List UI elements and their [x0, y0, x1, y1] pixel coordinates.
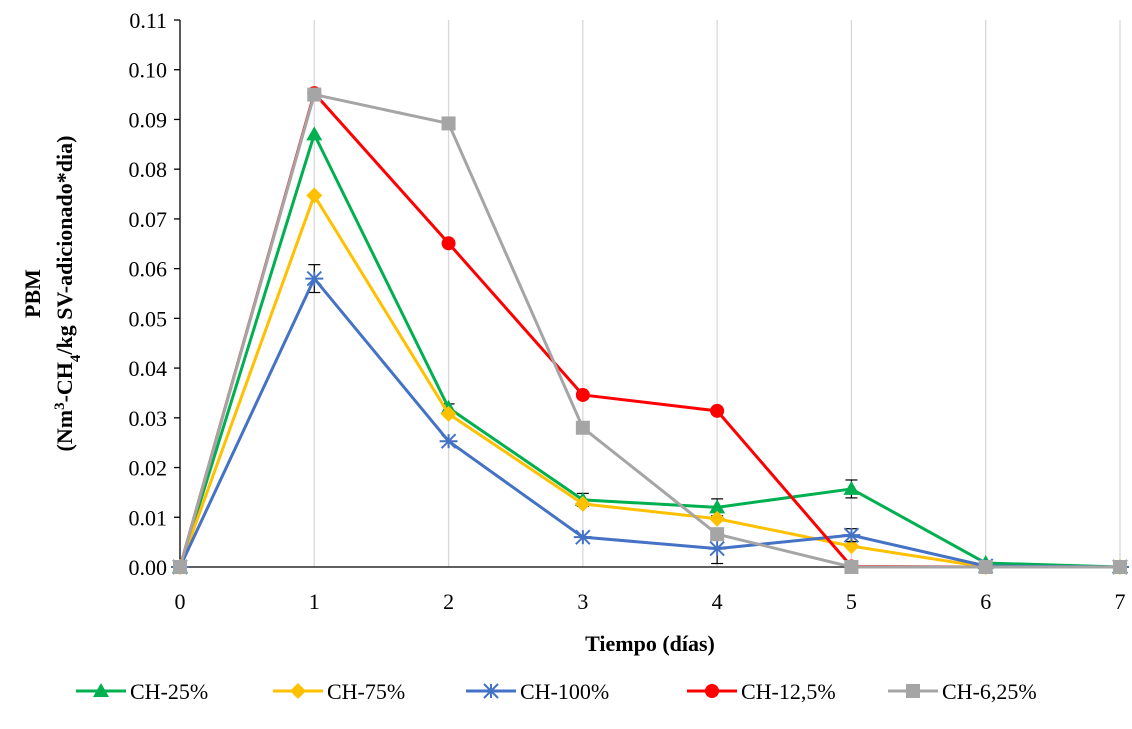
- y-axis-title-part: 4: [68, 354, 84, 362]
- legend-label: CH-6,25%: [942, 679, 1037, 704]
- y-tick-label: 0.03: [129, 406, 168, 431]
- x-tick-label: 3: [577, 589, 588, 614]
- y-tick-label: 0.01: [129, 505, 168, 530]
- y-tick-label: 0.11: [129, 8, 167, 33]
- square-marker: [844, 560, 859, 574]
- y-tick-label: 0.00: [129, 555, 168, 580]
- square-marker: [710, 527, 725, 542]
- tick-labels: 0.00 0.01 0.02 0.03 0.04 0.05 0.06 0.07 0.08 0.09…: [129, 8, 1126, 614]
- series-line: [178, 93, 1120, 569]
- y-axis-title-line1: PBM: [20, 269, 45, 318]
- square-marker: [906, 684, 920, 698]
- square-marker: [1113, 560, 1127, 574]
- circle-marker: [705, 684, 719, 698]
- star-marker: [439, 433, 458, 449]
- legend-label: CH-12,5%: [741, 679, 836, 704]
- y-axis-title-part: -CH: [52, 362, 77, 402]
- x-tick-label: 5: [846, 589, 857, 614]
- triangle-marker: [843, 480, 860, 495]
- y-tick-label: 0.10: [129, 58, 168, 83]
- y-axis-title-line2: (Nm3-CH4/kg SV-adicionado*dia): [52, 136, 84, 452]
- grid: [313, 20, 1121, 567]
- y-tick-label: 0.06: [129, 257, 168, 282]
- y-tick-label: 0.04: [129, 356, 168, 381]
- y-tick-label: 0.02: [129, 456, 168, 481]
- triangle-marker: [93, 683, 109, 697]
- y-tick-label: 0.08: [129, 157, 168, 182]
- x-tick-label: 4: [712, 589, 723, 614]
- legend-item-CH-25%: CH-25%: [76, 679, 208, 704]
- star-marker: [842, 527, 861, 543]
- circle-marker: [441, 236, 456, 251]
- square-marker: [173, 560, 187, 574]
- legend-item-CH-6,25%: CH-6,25%: [888, 679, 1037, 704]
- square-marker: [307, 87, 322, 102]
- series: [171, 86, 1129, 575]
- y-axis-title-part: /kg SV-adicionado*dia): [52, 136, 77, 356]
- diamond-marker: [306, 187, 323, 204]
- series-CH-75%: [172, 187, 1128, 575]
- legend-label: CH-25%: [130, 679, 208, 704]
- series-CH-6,25%: [173, 87, 1127, 574]
- triangle-marker: [306, 126, 323, 141]
- axes: [174, 19, 1120, 568]
- legend-item-CH-100%: CH-100%: [466, 679, 609, 704]
- series-line: [178, 194, 1120, 569]
- square-marker: [575, 420, 590, 435]
- diamond-marker: [709, 510, 726, 527]
- x-tick-label: 7: [1115, 589, 1126, 614]
- circle-marker: [575, 387, 590, 402]
- x-axis-title: Tiempo (días): [585, 631, 715, 656]
- legend-item-CH-12,5%: CH-12,5%: [687, 679, 836, 704]
- diamond-marker: [574, 495, 591, 512]
- y-tick-label: 0.07: [129, 207, 168, 232]
- square-marker: [978, 560, 993, 574]
- y-tick-label: 0.05: [129, 306, 168, 331]
- series-CH-12,5%: [173, 86, 1127, 574]
- x-tick-label: 2: [443, 589, 454, 614]
- y-axis-title-part: (Nm: [52, 410, 77, 452]
- circle-marker: [710, 403, 725, 418]
- triangle-marker: [709, 499, 726, 514]
- series-line: [178, 91, 1120, 569]
- diamond-marker: [290, 683, 306, 699]
- star-marker: [708, 540, 727, 557]
- diamond-marker: [440, 405, 457, 422]
- legend-label: CH-100%: [520, 679, 609, 704]
- y-axis-title-part: 3: [52, 402, 68, 410]
- square-marker: [441, 116, 456, 131]
- legend-label: CH-75%: [327, 679, 405, 704]
- star-marker: [305, 270, 324, 287]
- series-line: [178, 132, 1121, 569]
- y-tick-label: 0.09: [129, 107, 168, 132]
- legend: CH-25% CH-75% CH-100% CH-12,5% CH-6,25%: [76, 679, 1037, 704]
- x-tick-label: 0: [175, 589, 186, 614]
- x-tick-label: 6: [980, 589, 991, 614]
- series-line: [178, 277, 1121, 569]
- x-tick-label: 1: [309, 589, 320, 614]
- y-axis-title: PBM (Nm3-CH4/kg SV-adicionado*dia): [20, 136, 84, 452]
- legend-item-CH-75%: CH-75%: [273, 679, 405, 704]
- star-marker: [482, 683, 500, 699]
- star-marker: [573, 529, 592, 545]
